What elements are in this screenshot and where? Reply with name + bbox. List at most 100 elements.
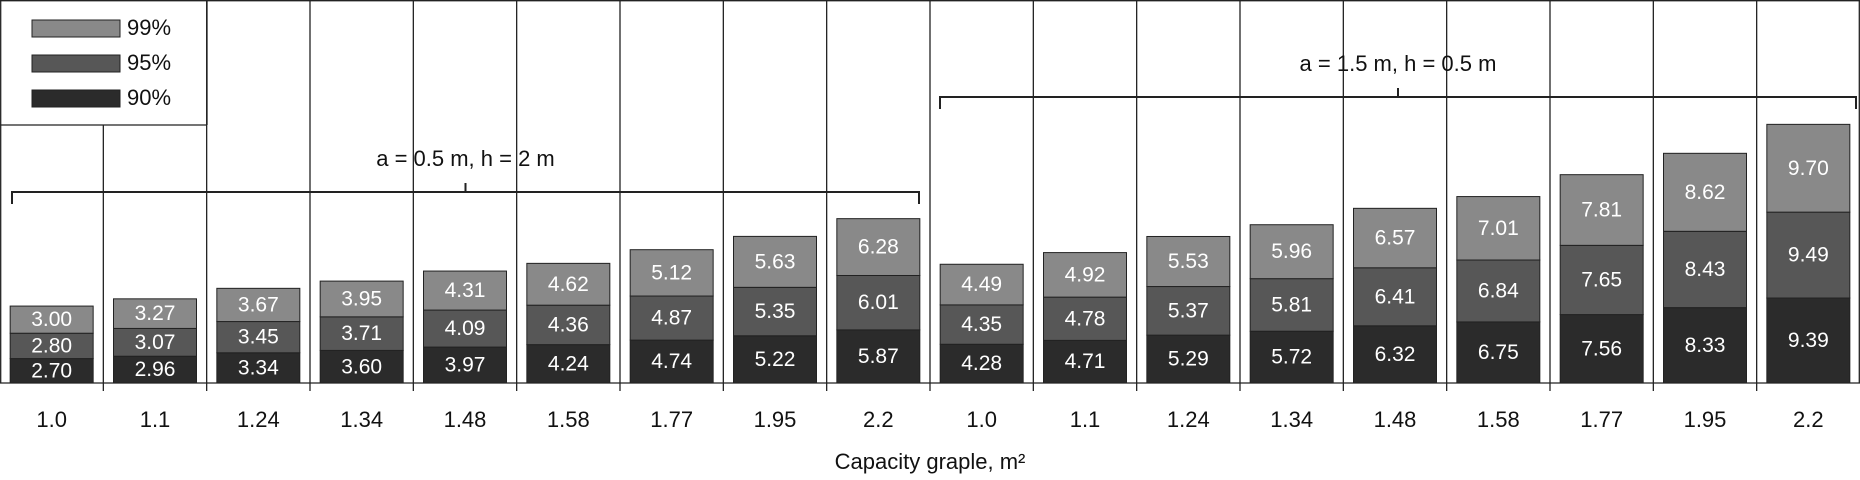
bar-segment bbox=[939, 263, 1024, 306]
bar-segment bbox=[1146, 286, 1231, 336]
bar-segment bbox=[216, 352, 301, 384]
x-tick-label: 1.24 bbox=[1167, 407, 1210, 432]
x-tick-label: 1.58 bbox=[1477, 407, 1520, 432]
value-label: 7.01 bbox=[1478, 217, 1519, 240]
bar-segment bbox=[113, 298, 197, 329]
bar-segment bbox=[113, 355, 197, 384]
bar-segment bbox=[1249, 278, 1334, 332]
value-label: 8.43 bbox=[1685, 258, 1726, 281]
value-label: 9.49 bbox=[1788, 244, 1829, 267]
bar-segment bbox=[1663, 152, 1747, 232]
value-label: 4.62 bbox=[548, 273, 589, 296]
value-label: 5.87 bbox=[858, 345, 899, 368]
value-label: 6.32 bbox=[1375, 343, 1416, 366]
value-label: 2.96 bbox=[135, 358, 176, 381]
x-tick-label: 2.2 bbox=[863, 407, 894, 432]
bar-segment bbox=[9, 358, 94, 384]
bar-segment bbox=[939, 304, 1024, 345]
bar-segment bbox=[629, 249, 714, 297]
x-tick-label: 1.58 bbox=[547, 407, 590, 432]
bar-segment bbox=[1353, 325, 1437, 384]
value-label: 2.70 bbox=[31, 359, 72, 382]
bar-segment bbox=[1663, 307, 1747, 384]
bar-segment bbox=[1559, 244, 1644, 316]
bar-segment bbox=[629, 295, 714, 341]
value-label: 4.28 bbox=[961, 352, 1002, 375]
x-axis-label: Capacity graple, m² bbox=[835, 449, 1026, 474]
bar-segment bbox=[629, 339, 714, 384]
bar-segment bbox=[216, 287, 301, 323]
value-label: 5.53 bbox=[1168, 250, 1209, 273]
bar-segment bbox=[1043, 296, 1127, 341]
bar-segment bbox=[1559, 314, 1644, 384]
value-label: 6.41 bbox=[1375, 285, 1416, 308]
value-label: 6.01 bbox=[858, 291, 899, 314]
value-label: 2.80 bbox=[31, 334, 72, 357]
x-tick-label: 1.0 bbox=[36, 407, 67, 432]
x-tick-label: 1.95 bbox=[754, 407, 797, 432]
legend-label: 99% bbox=[127, 15, 171, 40]
value-label: 3.00 bbox=[31, 308, 72, 331]
value-label: 4.71 bbox=[1065, 350, 1106, 373]
bar-segment bbox=[1456, 196, 1541, 261]
bar-segment bbox=[423, 346, 507, 384]
bar-segment bbox=[733, 286, 817, 337]
value-label: 6.84 bbox=[1478, 280, 1519, 303]
bar-segment bbox=[836, 218, 921, 276]
value-label: 6.75 bbox=[1478, 341, 1519, 364]
value-label: 5.35 bbox=[755, 300, 796, 323]
x-tick-label: 1.48 bbox=[1374, 407, 1417, 432]
bar-segment bbox=[1146, 334, 1231, 384]
value-label: 3.34 bbox=[238, 356, 279, 379]
bar-segment bbox=[319, 349, 404, 384]
bar-segment bbox=[1353, 267, 1437, 327]
value-label: 6.57 bbox=[1375, 227, 1416, 250]
value-label: 4.09 bbox=[445, 317, 486, 340]
bar-segment bbox=[1766, 123, 1851, 213]
value-label: 4.92 bbox=[1065, 263, 1106, 286]
value-label: 5.96 bbox=[1271, 240, 1312, 263]
bar-segment bbox=[526, 304, 611, 346]
value-label: 4.78 bbox=[1065, 307, 1106, 330]
value-label: 3.07 bbox=[135, 331, 176, 354]
value-label: 9.39 bbox=[1788, 329, 1829, 352]
value-label: 4.87 bbox=[651, 307, 692, 330]
x-tick-label: 1.34 bbox=[340, 407, 383, 432]
bar-segment bbox=[9, 305, 94, 334]
bar-segment bbox=[1766, 297, 1851, 384]
value-label: 4.24 bbox=[548, 352, 589, 375]
value-label: 5.72 bbox=[1271, 346, 1312, 369]
x-tick-label: 1.77 bbox=[650, 407, 693, 432]
group-bracket bbox=[11, 183, 920, 204]
value-label: 5.37 bbox=[1168, 299, 1209, 322]
legend-label: 90% bbox=[127, 85, 171, 110]
value-label: 5.22 bbox=[755, 348, 796, 371]
bar-segment bbox=[1249, 224, 1334, 280]
x-tick-label: 1.48 bbox=[444, 407, 487, 432]
bar-segment bbox=[836, 274, 921, 331]
x-tick-label: 1.95 bbox=[1684, 407, 1727, 432]
bar-segment bbox=[1559, 174, 1644, 246]
value-label: 5.63 bbox=[755, 250, 796, 273]
x-tick-label: 1.1 bbox=[140, 407, 171, 432]
value-label: 3.60 bbox=[341, 355, 382, 378]
value-label: 5.12 bbox=[651, 261, 692, 284]
value-label: 3.45 bbox=[238, 326, 279, 349]
group-bracket bbox=[939, 88, 1857, 109]
bar-segment bbox=[1043, 339, 1127, 384]
value-label: 4.35 bbox=[961, 313, 1002, 336]
legend-swatch bbox=[31, 54, 121, 73]
bar-segment bbox=[1146, 235, 1231, 288]
value-label: 3.71 bbox=[341, 322, 382, 345]
group-label: a = 0.5 m, h = 2 m bbox=[376, 146, 555, 171]
x-tick-label: 1.1 bbox=[1070, 407, 1101, 432]
value-label: 4.31 bbox=[445, 279, 486, 302]
bar-segment bbox=[113, 327, 197, 357]
bar-segment bbox=[1353, 207, 1437, 269]
legend-swatch bbox=[31, 89, 121, 108]
x-tick-label: 1.77 bbox=[1580, 407, 1623, 432]
x-tick-label: 1.0 bbox=[966, 407, 997, 432]
value-label: 4.36 bbox=[548, 313, 589, 336]
x-tick-label: 1.24 bbox=[237, 407, 280, 432]
